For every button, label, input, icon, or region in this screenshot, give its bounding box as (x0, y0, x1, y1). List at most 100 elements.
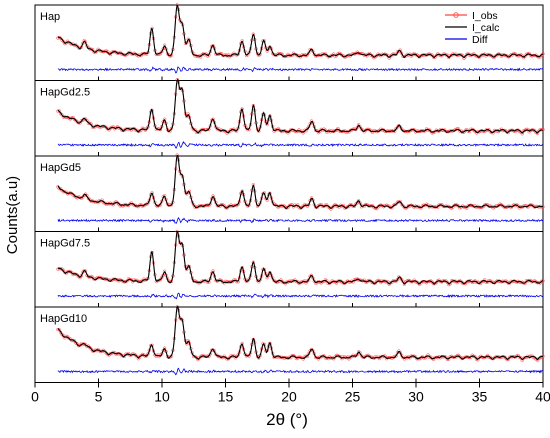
I_obs-point (146, 352, 150, 356)
x-tick-label: 10 (154, 389, 170, 405)
I_obs-point (229, 53, 233, 57)
series-I_obs-line (57, 154, 544, 210)
x-axis-label: 2θ (°) (266, 410, 308, 429)
legend-label: Diff (472, 34, 488, 46)
I_obs-point (467, 129, 472, 134)
x-tick-label: 25 (345, 389, 361, 405)
series-I_obs-line (57, 3, 544, 59)
I_obs-point (512, 51, 516, 56)
I_obs-point (523, 203, 527, 208)
series-I_calc (57, 4, 544, 59)
panel-label: HapGd7.5 (40, 238, 90, 250)
I_obs-point (179, 20, 183, 24)
series-I_obs-line (57, 230, 544, 286)
I_obs-point (192, 203, 196, 207)
I_obs-point (541, 52, 545, 56)
x-tick-label: 5 (95, 389, 103, 405)
I_obs-point (240, 189, 244, 193)
I_obs-point (246, 128, 250, 132)
panel-Hap: Hap (34, 3, 545, 81)
series-Diff (57, 292, 544, 300)
I_obs-point (132, 203, 136, 207)
I_obs-point (133, 278, 138, 282)
I_obs-point (131, 352, 135, 356)
I_obs-point (470, 280, 474, 285)
I_obs-point (160, 49, 164, 54)
panel-HapGd10: HapGd10 (34, 305, 545, 383)
I_obs-point (92, 277, 96, 281)
legend-label: I_calc (472, 22, 499, 34)
I_obs-point (257, 356, 261, 360)
series-Diff (57, 367, 544, 376)
I_obs-point (211, 43, 215, 48)
series-Diff (57, 66, 544, 74)
y-axis-label: Counts(a.u) (4, 176, 21, 254)
I_obs-point (309, 273, 314, 277)
I_obs-point (108, 52, 113, 57)
I_obs-point (268, 270, 272, 275)
I_obs-point (280, 280, 285, 284)
I_obs-point (314, 128, 318, 133)
I_obs-point (455, 127, 459, 131)
I_obs-point (402, 282, 407, 286)
I_obs-point (375, 355, 379, 359)
I_obs-point (169, 203, 174, 207)
I_obs-point (406, 278, 411, 283)
I_obs-point (307, 51, 311, 55)
I_obs-point (467, 355, 472, 360)
I_obs-point (394, 354, 398, 358)
I_obs-point (333, 128, 337, 133)
x-axis: 0 5 10 15 20 25 30 35 40 (31, 382, 550, 405)
x-tick-label: 35 (472, 389, 488, 405)
legend-entry-I_calc: I_calc (445, 22, 499, 34)
I_obs-point (257, 129, 261, 133)
series-I_obs-line (57, 306, 544, 362)
series-I_obs (56, 229, 545, 287)
I_obs-point (505, 357, 509, 362)
I_obs-point (219, 202, 224, 207)
series-I_obs (56, 305, 545, 363)
I_obs-point (539, 127, 544, 132)
I_obs-point (373, 206, 377, 211)
legend-marker (453, 12, 459, 18)
series-I_obs-line (57, 77, 544, 135)
I_obs-point (398, 350, 402, 355)
x-tick-label: 40 (535, 389, 550, 405)
I_obs-point (348, 355, 352, 359)
I_obs-point (388, 281, 393, 285)
I_obs-point (523, 355, 527, 360)
I_obs-point (247, 50, 251, 55)
series-Diff (57, 140, 544, 149)
series-I_obs (56, 77, 545, 136)
I_obs-point (363, 202, 368, 207)
panel-HapGd5: HapGd5 (34, 153, 545, 232)
I_obs-point (524, 127, 529, 131)
I_obs-point (289, 203, 293, 207)
panel-label: HapGd5 (40, 162, 81, 174)
legend-label: I_obs (472, 10, 498, 22)
x-tick-label: 0 (31, 389, 39, 405)
x-tick-label: 20 (281, 389, 297, 405)
I_obs-point (358, 125, 362, 129)
panel-label: Hap (40, 11, 60, 23)
I_obs-point (539, 279, 544, 283)
I_obs-point (399, 51, 404, 55)
panel-label: HapGd2.5 (40, 87, 90, 99)
I_obs-point (458, 129, 462, 133)
I_obs-point (268, 191, 272, 195)
I_obs-point (384, 203, 389, 207)
I_obs-point (537, 55, 541, 59)
series-I_calc (57, 78, 544, 134)
series-I_calc (57, 305, 544, 361)
I_obs-point (211, 117, 215, 121)
panel-HapGd2.5: HapGd2.5 (34, 77, 545, 157)
I_obs-point (318, 355, 322, 359)
I_obs-point (369, 355, 373, 359)
series-Diff (57, 216, 544, 224)
legend-entry-I_obs: I_obs (445, 10, 498, 22)
I_obs-point (445, 357, 450, 362)
I_obs-point (258, 278, 262, 282)
I_obs-point (502, 128, 506, 133)
